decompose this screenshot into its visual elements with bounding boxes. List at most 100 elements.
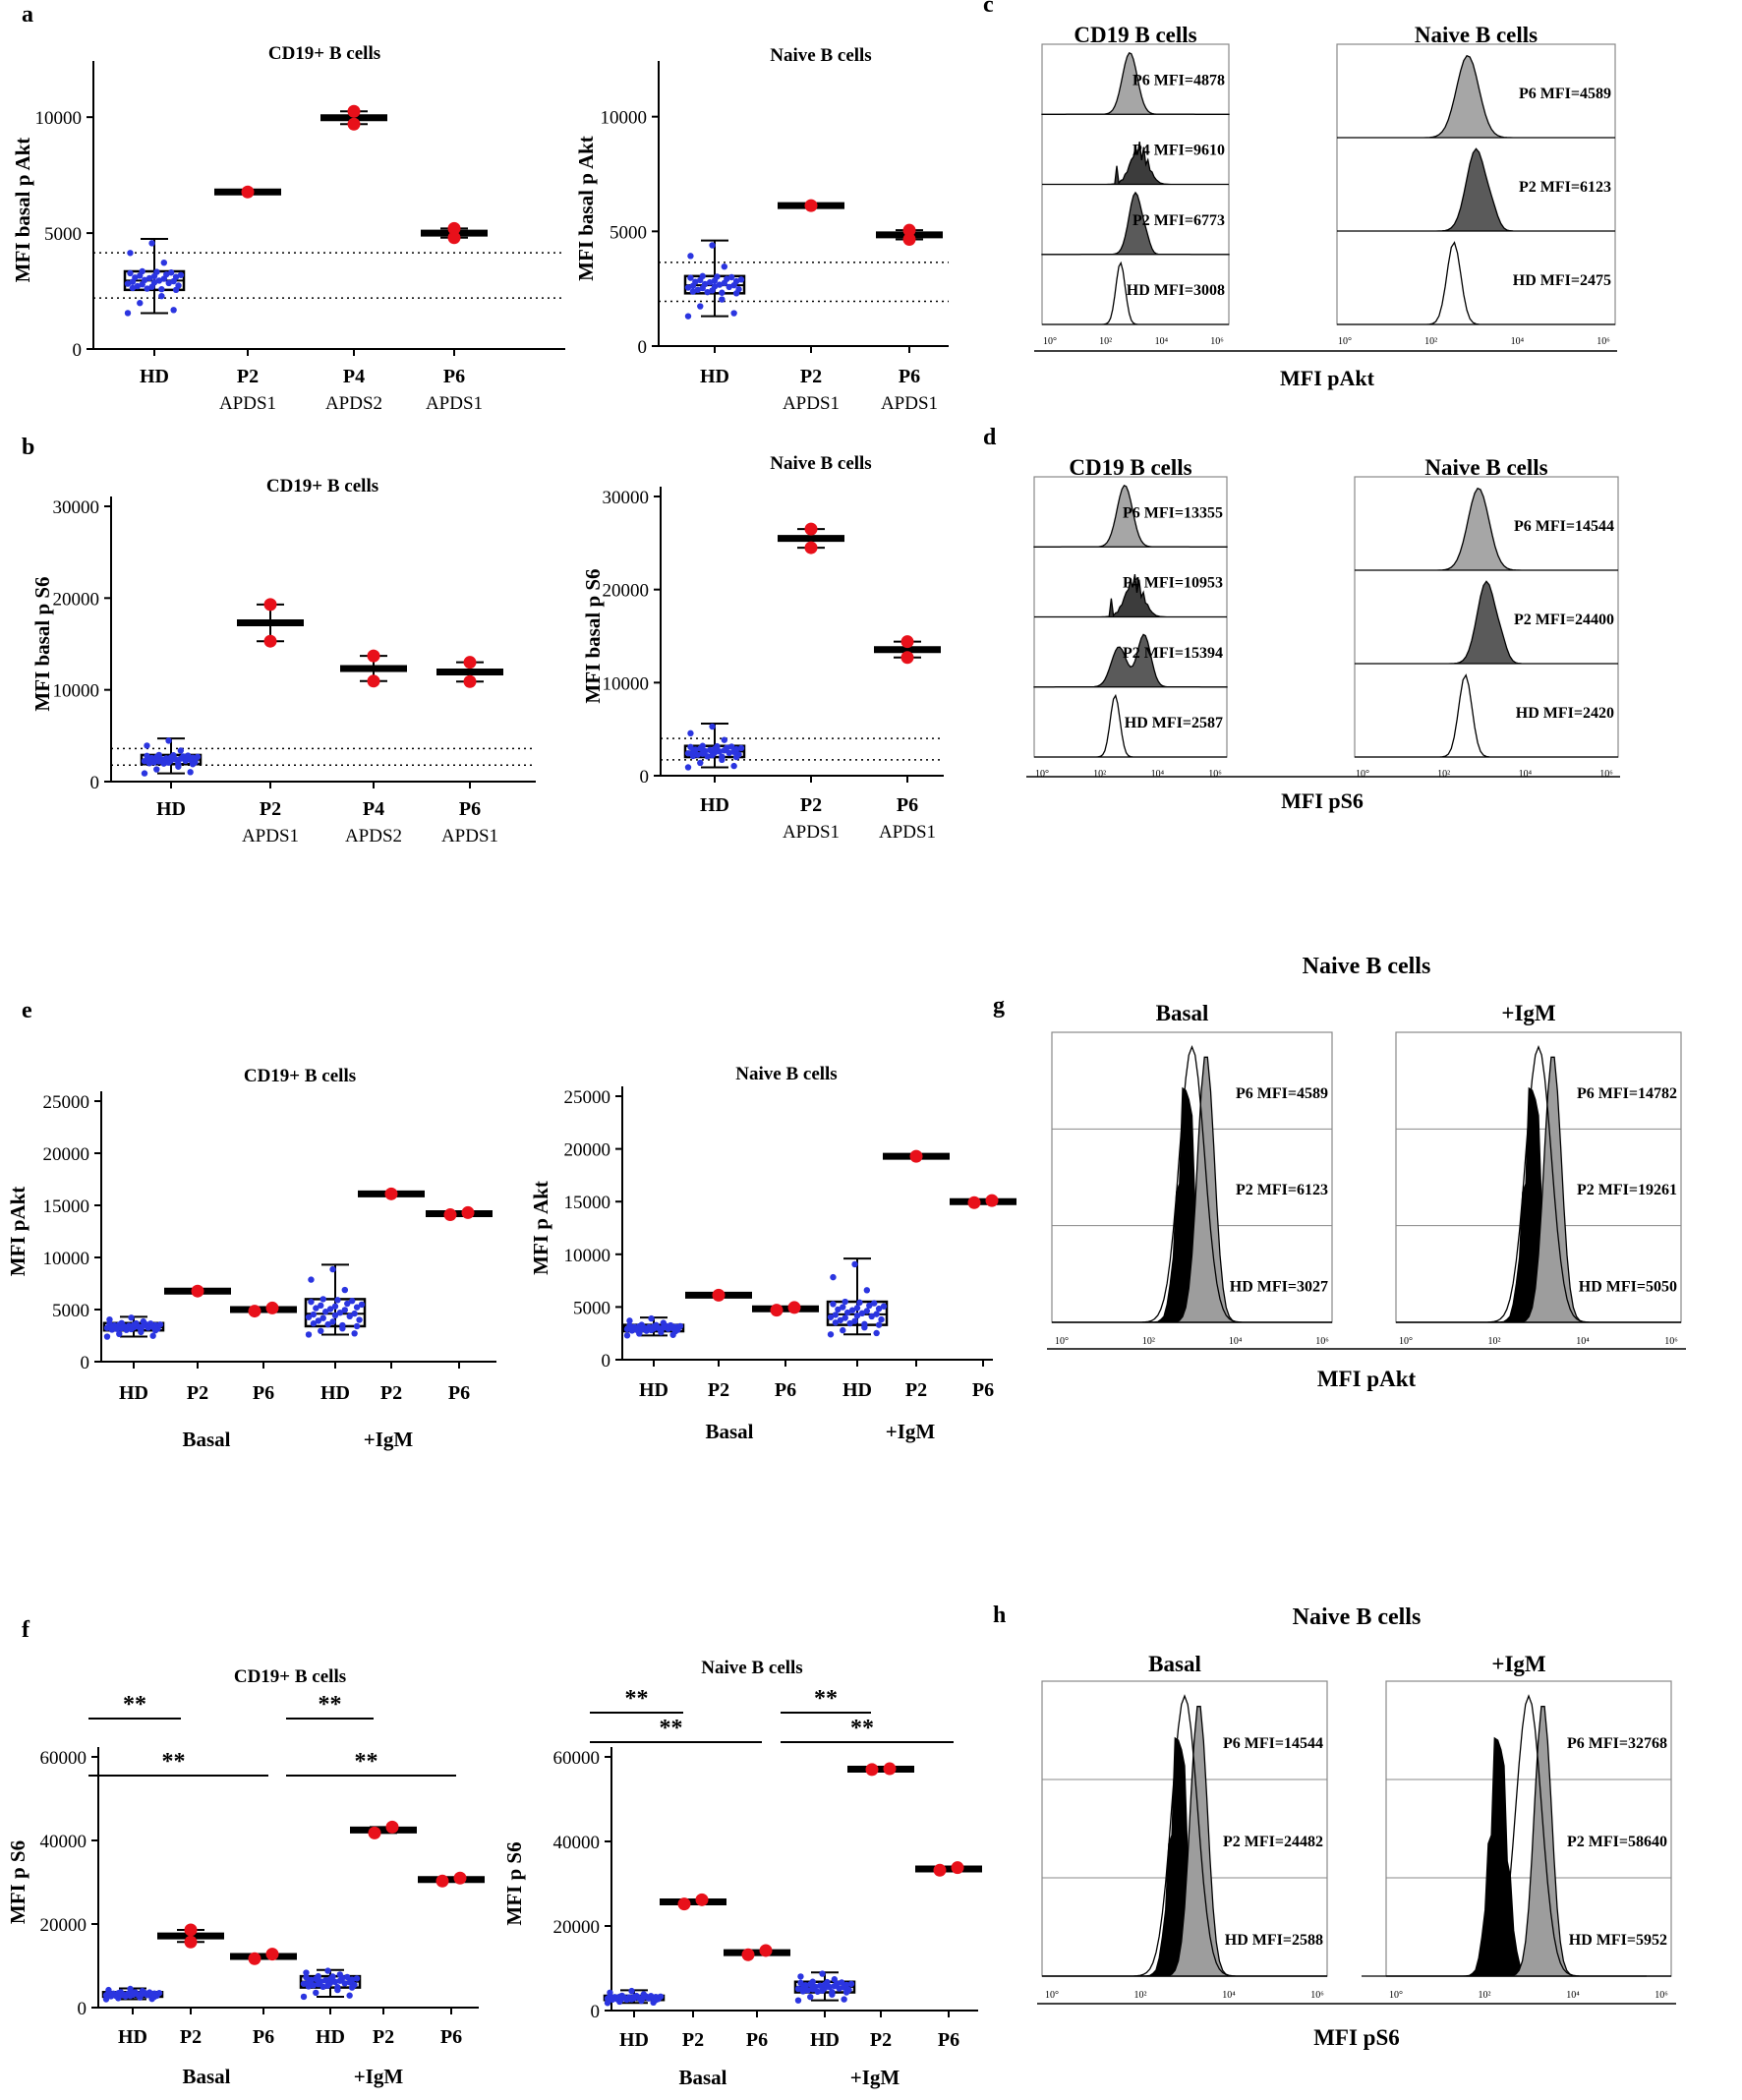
- histogram-d: CD19 B cells P6 MFI=13355 P4 MFI=10953 P2 M…: [1026, 455, 1620, 813]
- hd-data-point: [189, 761, 197, 768]
- hd-data-point: [134, 282, 142, 290]
- x-tick-label: HD: [118, 2026, 147, 2048]
- hd-data-point: [124, 280, 132, 287]
- patient-data-point: [241, 185, 255, 199]
- hd-data-point: [699, 750, 706, 757]
- hd-data-point: [687, 274, 694, 281]
- y-tick-label: 25000: [43, 1092, 90, 1113]
- hd-data-point: [858, 1310, 866, 1317]
- patient-data-point: [900, 635, 914, 649]
- patient-data-point: [447, 221, 461, 235]
- patient-data-point: [265, 1301, 279, 1314]
- hd-data-point: [141, 770, 148, 777]
- hd-data-point: [687, 743, 694, 751]
- hd-data-point: [638, 1325, 645, 1333]
- patient-data-point: [741, 1948, 755, 1961]
- hd-data-point: [840, 1326, 846, 1334]
- significance-label: **: [625, 1686, 649, 1712]
- hd-data-point: [709, 242, 716, 249]
- y-tick-label: 20000: [40, 1915, 87, 1936]
- hist-mfi-label: P4 MFI=10953: [1123, 575, 1223, 592]
- histogram-curve: [1337, 241, 1615, 325]
- hd-data-point: [305, 1979, 313, 1986]
- hd-data-point: [797, 1973, 804, 1980]
- patient-data-point: [453, 1871, 467, 1885]
- patient-data-point: [463, 674, 477, 688]
- log-tick-label: 10°: [1356, 769, 1369, 780]
- log-tick-label: 10⁶: [1208, 769, 1222, 780]
- x-tick-label: P2: [870, 2029, 892, 2051]
- y-axis-label: MFI p Akt: [529, 1181, 552, 1275]
- group-label: Basal: [678, 2066, 726, 2089]
- hd-data-point: [137, 272, 144, 279]
- hd-data-point: [878, 1315, 885, 1323]
- hd-data-point: [358, 1301, 366, 1309]
- x-tick-label: P2: [682, 2029, 704, 2051]
- y-tick-label: 10000: [603, 673, 650, 694]
- hd-data-point: [303, 1974, 310, 1981]
- hd-data-point: [353, 1322, 361, 1330]
- histogram-curve: [1355, 673, 1618, 758]
- hd-data-point: [313, 1975, 319, 1983]
- histogram-h: Basal P6 MFI=14544 P2 MFI=24482 HD MFI=2588…: [1037, 1652, 1676, 2050]
- hd-data-point: [732, 290, 740, 297]
- hd-data-point: [719, 753, 726, 760]
- hd-data-point: [704, 753, 711, 760]
- hist-panel-title: Naive B cells: [1415, 23, 1538, 47]
- hd-data-point: [165, 279, 172, 287]
- histogram-curve: [1041, 51, 1230, 115]
- hd-data-point: [687, 253, 694, 260]
- y-tick-label: 5000: [610, 222, 647, 243]
- hist-panel-title: Basal: [1148, 1652, 1201, 1676]
- significance-label: **: [850, 1716, 874, 1741]
- hd-data-point: [321, 1977, 329, 1984]
- y-axis-label: MFI pAkt: [6, 1187, 29, 1277]
- patient-data-point: [951, 1861, 964, 1875]
- patient-data-point: [759, 1944, 773, 1957]
- y-tick-label: 30000: [53, 497, 100, 518]
- hd-data-point: [814, 1988, 821, 1995]
- hd-data-point: [816, 1982, 824, 1989]
- x-tick-label: P6: [775, 1379, 796, 1401]
- patient-data-point: [263, 634, 277, 648]
- hd-data-point: [334, 1297, 341, 1304]
- hd-data-point: [671, 1327, 679, 1335]
- histogram-curve: [1034, 693, 1227, 758]
- hd-data-point: [694, 751, 702, 758]
- hd-data-point: [832, 1319, 840, 1326]
- group-label: Basal: [182, 2065, 230, 2088]
- x-tick-label: HD: [320, 1382, 350, 1404]
- hd-data-point: [160, 275, 168, 282]
- hd-data-point: [319, 1983, 326, 1991]
- hd-data-point: [838, 1979, 845, 1986]
- panel-label-a: a: [22, 2, 33, 28]
- hd-data-point: [324, 1982, 331, 1989]
- hist-panel: Naive B cells P6 MFI=4589 P2 MFI=6123 HD MF…: [1336, 23, 1616, 347]
- patient-data-point: [883, 1762, 897, 1776]
- x-tick-sublabel: APDS1: [881, 393, 938, 414]
- hd-data-point: [628, 1325, 636, 1332]
- x-tick-sublabel: APDS1: [441, 826, 498, 846]
- log-tick-label: 10²: [1134, 1990, 1147, 2001]
- hd-data-point: [127, 250, 134, 257]
- hd-data-point: [840, 1304, 846, 1311]
- y-tick-label: 0: [602, 1351, 611, 1371]
- hd-data-point: [826, 1983, 834, 1991]
- histogram-curve: [1033, 484, 1228, 548]
- y-tick-label: 60000: [553, 1748, 601, 1769]
- hd-data-point: [165, 737, 172, 744]
- y-tick-label: 20000: [564, 1140, 611, 1161]
- hd-data-point: [630, 1993, 638, 2001]
- hd-data-point: [861, 1320, 868, 1328]
- panel-label-d: d: [983, 425, 997, 450]
- y-tick-label: 5000: [52, 1301, 89, 1321]
- hd-data-point: [324, 1967, 331, 1974]
- hd-data-point: [730, 310, 737, 317]
- panel-label-h: h: [993, 1603, 1006, 1628]
- hd-data-point: [139, 1990, 146, 1998]
- y-tick-label: 0: [90, 773, 100, 793]
- hd-data-point: [830, 1301, 837, 1308]
- hd-data-point: [336, 1309, 344, 1316]
- y-tick-label: 0: [81, 1353, 90, 1373]
